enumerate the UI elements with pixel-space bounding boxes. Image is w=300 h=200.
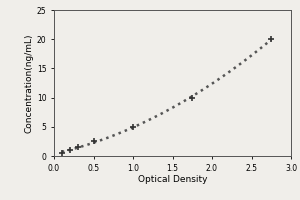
Y-axis label: Concentration(ng/mL): Concentration(ng/mL) [25,33,34,133]
X-axis label: Optical Density: Optical Density [138,175,207,184]
